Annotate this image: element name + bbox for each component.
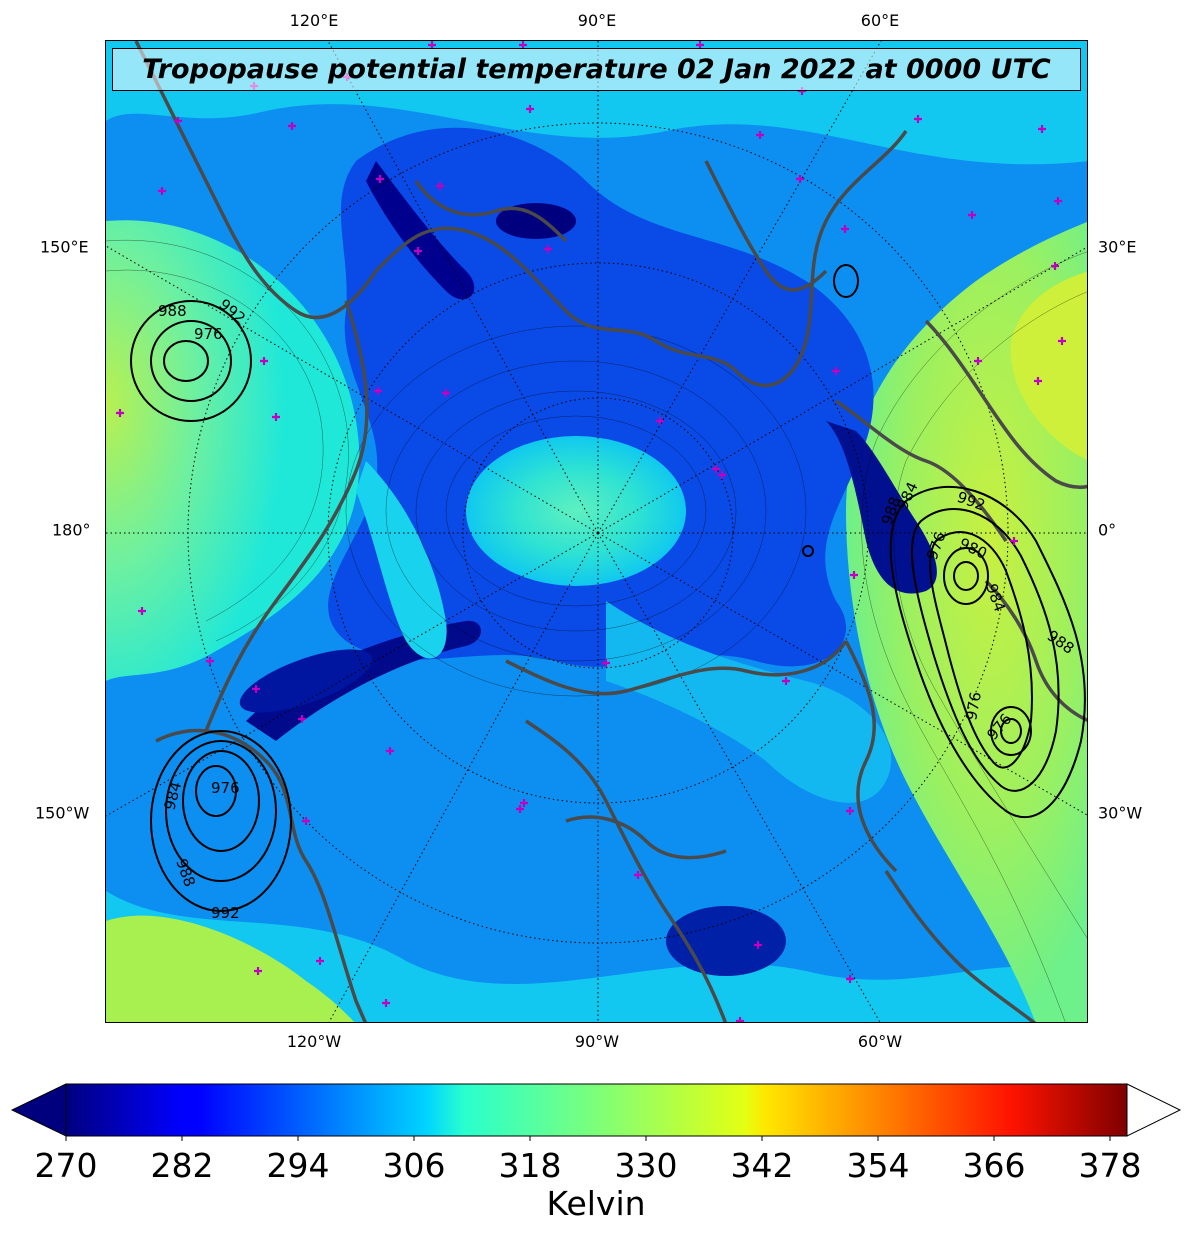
colorbar-gradient <box>65 1083 1128 1137</box>
lon-label-left: 150°E <box>40 237 89 257</box>
lon-label-right: 30°E <box>1098 237 1137 257</box>
mslp-contours <box>130 264 1086 912</box>
field-southwest-warm <box>106 915 355 1022</box>
lon-label-top: 120°E <box>289 11 339 30</box>
lon-label-right: 0° <box>1098 520 1117 540</box>
lon-label-right: 30°W <box>1098 803 1143 823</box>
field-swirl-2 <box>356 461 447 659</box>
lon-label-bottom: 60°W <box>857 1032 903 1051</box>
field-central-core <box>466 436 686 586</box>
mslp-label: 976 <box>211 779 240 797</box>
lon-label-left: 150°W <box>35 803 90 823</box>
colorbar-tick: 330 <box>614 1146 678 1185</box>
field-deep-streak-1 <box>366 161 475 300</box>
lon-label-top: 90°E <box>577 11 617 30</box>
map-panel: 988 992 976 976 984 988 992 992 988 984 … <box>105 40 1088 1023</box>
field-deep-blob-3 <box>239 649 373 713</box>
lon-label-top: 60°E <box>860 11 900 30</box>
colorbar-tick: 318 <box>498 1146 562 1185</box>
field-east-yellow <box>1010 271 1087 460</box>
field-deep-streak-2 <box>826 421 937 594</box>
colorbar-tick: 354 <box>846 1146 910 1185</box>
colorbar-tick: 378 <box>1078 1146 1142 1185</box>
colorbar <box>10 1083 1182 1141</box>
theta-contours <box>106 239 1087 1022</box>
colorbar-tick: 306 <box>382 1146 446 1185</box>
colorbar-tick: 270 <box>34 1146 98 1185</box>
colorbar-tick: 366 <box>962 1146 1026 1185</box>
colorbar-tick: 294 <box>266 1146 330 1185</box>
colorbar-tick: 282 <box>150 1146 214 1185</box>
field-swirl-1 <box>606 601 892 803</box>
map-title: Tropopause potential temperature 02 Jan … <box>142 54 1051 85</box>
colorbar-label: Kelvin <box>546 1184 646 1223</box>
mslp-label: 976 <box>962 690 985 721</box>
map-svg: 988 992 976 976 984 988 992 992 988 984 … <box>106 41 1087 1022</box>
colorbar-min-extend <box>10 1083 67 1137</box>
lon-label-bottom: 120°W <box>286 1032 342 1051</box>
field-east-warm <box>846 221 1087 1022</box>
colorbar-tick: 342 <box>730 1146 794 1185</box>
mslp-label: 976 <box>194 325 223 343</box>
title-box: Tropopause potential temperature 02 Jan … <box>112 48 1081 91</box>
lon-label-bottom: 90°W <box>574 1032 620 1051</box>
graticule <box>106 41 1087 1022</box>
mslp-label: 988 <box>158 302 187 320</box>
lon-label-left: 180° <box>52 520 91 540</box>
field-west-warm <box>106 220 360 681</box>
mslp-label: 992 <box>211 904 240 922</box>
field-polar-vortex <box>328 127 874 667</box>
colorbar-max-extend <box>1126 1083 1182 1137</box>
